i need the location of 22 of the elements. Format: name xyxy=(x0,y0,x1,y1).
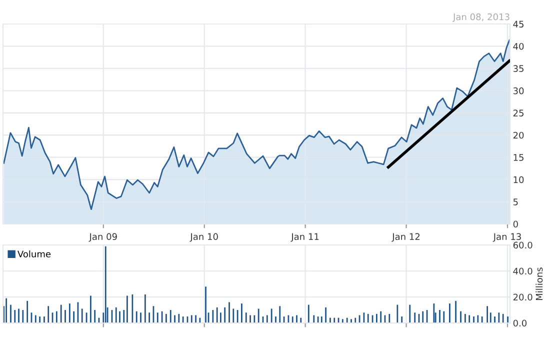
y-tick-label: 60.0 xyxy=(513,242,532,249)
y-tick-label: 45 xyxy=(513,20,524,28)
y-tick-label: 20 xyxy=(513,132,524,139)
y-tick-label: 35 xyxy=(513,65,524,72)
y-tick-label: 0.0 xyxy=(513,320,527,327)
y-tick-label: 25 xyxy=(513,110,524,116)
y-tick-label: 30 xyxy=(513,87,524,94)
y-tick-label: 40 xyxy=(513,42,524,50)
legend-label: Volume xyxy=(18,250,51,258)
y-tick-label: 20.0 xyxy=(513,294,532,301)
y-tick-label: 40.0 xyxy=(513,268,532,275)
text: Jan 08, 2013 xyxy=(452,13,510,22)
x-tick-label: Jan 12 xyxy=(392,233,420,242)
y-tick-label: 15 xyxy=(514,154,524,161)
x-tick-label: Jan 10 xyxy=(190,233,218,242)
y-tick-label: 5 xyxy=(513,198,518,206)
x-tick-label: Jan 09 xyxy=(88,233,117,242)
y-tick-label: 10 xyxy=(514,176,524,184)
x-tick-label: Jan 11 xyxy=(290,233,319,242)
x-tick-label: Jan 13 xyxy=(492,233,521,242)
y-tick-label: 0 xyxy=(513,220,518,228)
y-axis-title: Millions xyxy=(536,268,543,300)
